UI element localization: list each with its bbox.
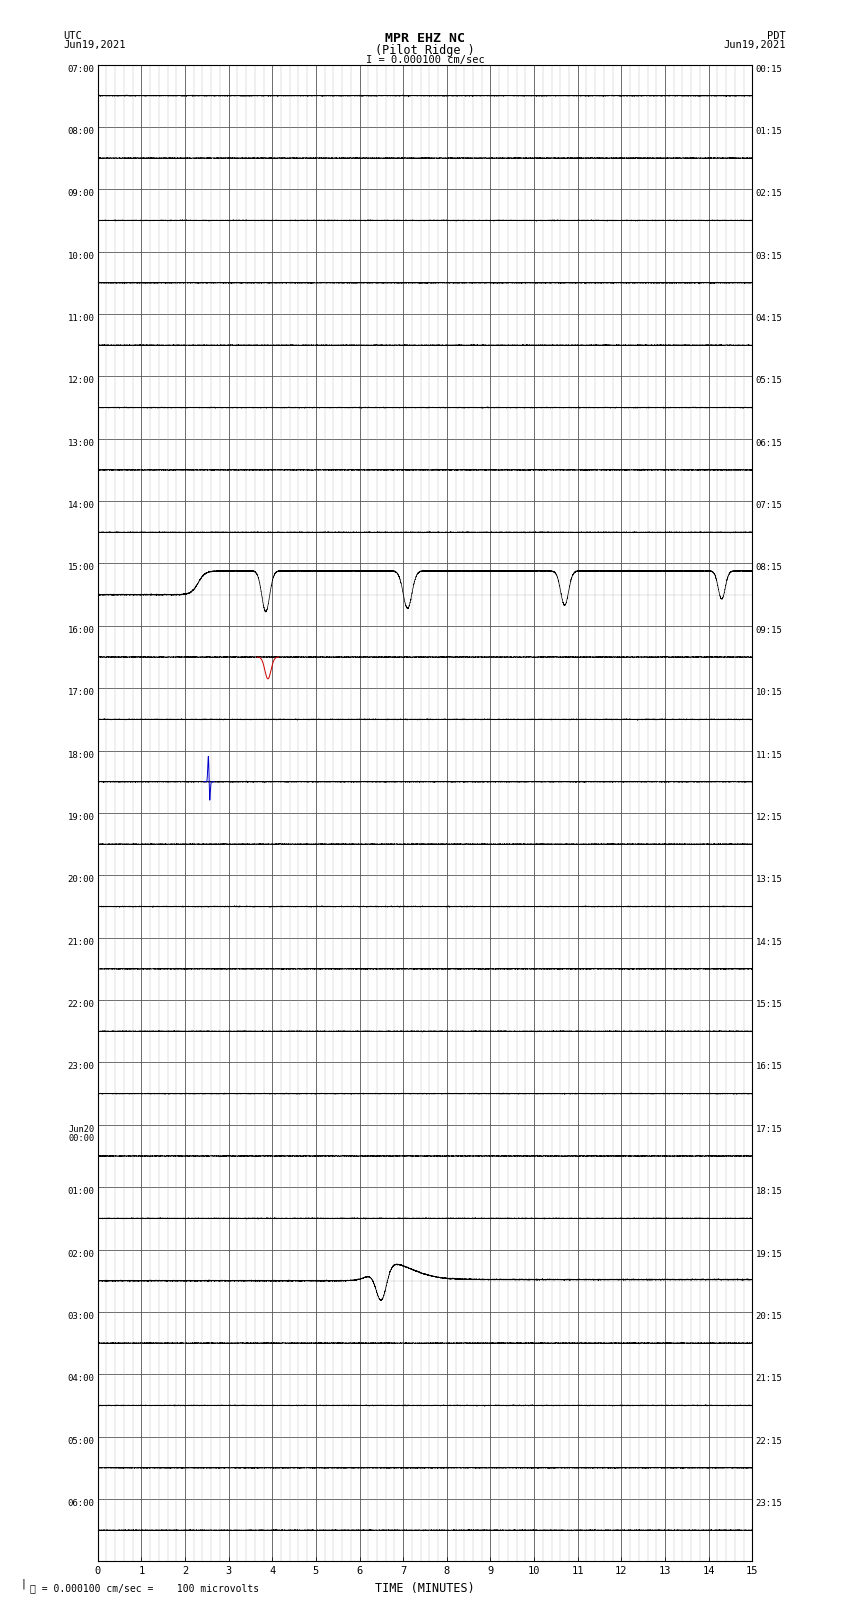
Text: 12:15: 12:15 — [756, 813, 782, 823]
Text: 23:15: 23:15 — [756, 1498, 782, 1508]
Text: 07:00: 07:00 — [68, 65, 94, 74]
Text: 13:00: 13:00 — [68, 439, 94, 448]
Text: 15:00: 15:00 — [68, 563, 94, 573]
Text: 03:00: 03:00 — [68, 1311, 94, 1321]
Text: 18:15: 18:15 — [756, 1187, 782, 1197]
Text: 03:15: 03:15 — [756, 252, 782, 261]
Text: 19:15: 19:15 — [756, 1250, 782, 1258]
Text: 21:15: 21:15 — [756, 1374, 782, 1384]
Text: Jun19,2021: Jun19,2021 — [64, 40, 127, 50]
Text: 00:15: 00:15 — [756, 65, 782, 74]
Text: 11:00: 11:00 — [68, 315, 94, 323]
Text: 01:00: 01:00 — [68, 1187, 94, 1197]
Text: 16:15: 16:15 — [756, 1063, 782, 1071]
Text: 15:15: 15:15 — [756, 1000, 782, 1010]
Text: 08:15: 08:15 — [756, 563, 782, 573]
Text: 17:00: 17:00 — [68, 689, 94, 697]
Text: 02:15: 02:15 — [756, 189, 782, 198]
Text: Jun19,2021: Jun19,2021 — [723, 40, 786, 50]
Text: PDT: PDT — [768, 31, 786, 40]
Text: 04:00: 04:00 — [68, 1374, 94, 1384]
Text: I = 0.000100 cm/sec: I = 0.000100 cm/sec — [366, 55, 484, 65]
Text: 21:00: 21:00 — [68, 937, 94, 947]
Text: 02:00: 02:00 — [68, 1250, 94, 1258]
Text: 06:15: 06:15 — [756, 439, 782, 448]
Text: 04:15: 04:15 — [756, 315, 782, 323]
Text: 14:00: 14:00 — [68, 502, 94, 510]
Text: 20:00: 20:00 — [68, 876, 94, 884]
Text: 09:00: 09:00 — [68, 189, 94, 198]
Text: 08:00: 08:00 — [68, 127, 94, 135]
X-axis label: TIME (MINUTES): TIME (MINUTES) — [375, 1582, 475, 1595]
Text: 12:00: 12:00 — [68, 376, 94, 386]
Text: 22:00: 22:00 — [68, 1000, 94, 1010]
Text: 23:00: 23:00 — [68, 1063, 94, 1071]
Text: (Pilot Ridge ): (Pilot Ridge ) — [375, 44, 475, 56]
Text: 14:15: 14:15 — [756, 937, 782, 947]
Text: 13:15: 13:15 — [756, 876, 782, 884]
Text: 07:15: 07:15 — [756, 502, 782, 510]
Text: 11:15: 11:15 — [756, 750, 782, 760]
Text: 09:15: 09:15 — [756, 626, 782, 636]
Text: 16:00: 16:00 — [68, 626, 94, 636]
Text: 05:15: 05:15 — [756, 376, 782, 386]
Text: ⎸ = 0.000100 cm/sec =    100 microvolts: ⎸ = 0.000100 cm/sec = 100 microvolts — [30, 1584, 259, 1594]
Text: 17:15: 17:15 — [756, 1124, 782, 1134]
Text: 05:00: 05:00 — [68, 1437, 94, 1445]
Text: 19:00: 19:00 — [68, 813, 94, 823]
Text: UTC: UTC — [64, 31, 82, 40]
Text: MPR EHZ NC: MPR EHZ NC — [385, 32, 465, 45]
Text: Jun20
00:00: Jun20 00:00 — [68, 1124, 94, 1144]
Text: |: | — [21, 1578, 26, 1589]
Text: 06:00: 06:00 — [68, 1498, 94, 1508]
Text: 20:15: 20:15 — [756, 1311, 782, 1321]
Text: 10:15: 10:15 — [756, 689, 782, 697]
Text: 01:15: 01:15 — [756, 127, 782, 135]
Text: 22:15: 22:15 — [756, 1437, 782, 1445]
Text: 10:00: 10:00 — [68, 252, 94, 261]
Text: 18:00: 18:00 — [68, 750, 94, 760]
